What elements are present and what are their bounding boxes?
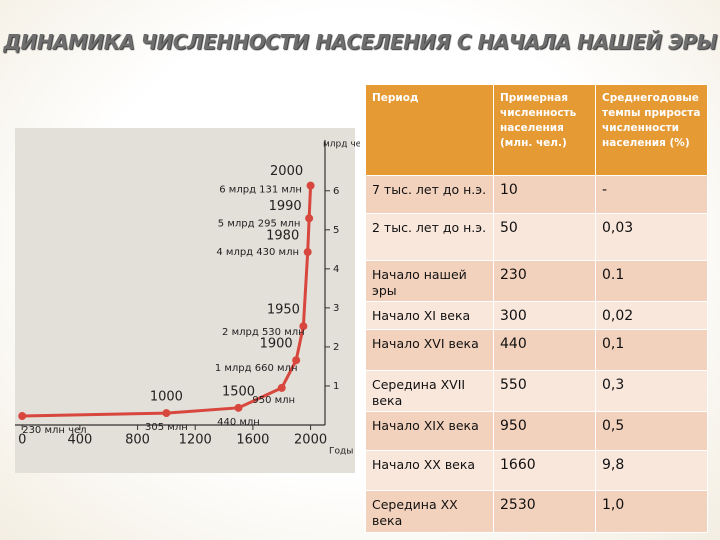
y-tick-label: 1 <box>333 381 339 392</box>
slide-title: ДИНАМИКА ЧИСЛЕННОСТИ НАСЕЛЕНИЯ С НАЧАЛА … <box>3 30 717 54</box>
data-point <box>234 403 243 412</box>
table-row: Начало XVI века 440 0,1 <box>365 329 708 371</box>
table-row: Середина XX века 2530 1,0 <box>365 490 708 533</box>
table-cell: Середина XVII века <box>365 370 494 412</box>
x-tick-label: 1600 <box>236 433 269 448</box>
table-cell: Начало XIX века <box>365 411 494 451</box>
y-tick-label: 6 <box>333 186 339 197</box>
table-cell: 50 <box>493 213 596 261</box>
table-cell: 10 <box>493 175 596 214</box>
x-tick-label: 0 <box>18 433 26 448</box>
x-tick-label: 400 <box>67 433 92 448</box>
data-point <box>18 412 27 421</box>
table-cell: 440 <box>493 329 596 371</box>
table-header: Период Примерная численность населения (м… <box>365 84 708 176</box>
table-row: Середина XVII века 550 0,3 <box>365 370 708 412</box>
table-cell: 7 тыс. лет до н.э. <box>365 175 494 214</box>
value-label: 6 млрд 131 млн <box>219 185 302 196</box>
table-row: Начало XI века 300 0,02 <box>365 301 708 330</box>
y-tick-label: 2 <box>333 342 339 353</box>
data-point <box>305 214 314 223</box>
table-cell: 1660 <box>493 450 596 491</box>
table-cell: Начало нашей эры <box>365 260 494 302</box>
table-cell: 2530 <box>493 490 596 533</box>
data-point <box>306 181 315 190</box>
data-point <box>162 409 171 418</box>
table-cell: - <box>595 175 708 214</box>
year-label: 1950 <box>267 303 300 318</box>
table-row: 7 тыс. лет до н.э. 10- <box>365 175 708 214</box>
x-tick-label: 1200 <box>179 433 212 448</box>
value-label: 1 млрд 660 млн <box>215 363 298 374</box>
table-cell: Середина XX века <box>365 490 494 533</box>
year-label: 1000 <box>150 390 183 405</box>
table-row: Начало нашей эры 230 0.1 <box>365 260 708 302</box>
year-label: 1500 <box>222 384 255 399</box>
chart: 0 400 800 1200 1600 2000 1 2 3 4 5 6 млрд чел. Годы 23… <box>15 128 360 473</box>
table-body: 7 тыс. лет до н.э. 10-2 тыс. лет до н.э. 5… <box>365 175 708 533</box>
value-label: 5 млрд 295 млн <box>218 218 301 229</box>
year-label: 2000 <box>270 164 303 179</box>
value-label: 4 млрд 430 млн <box>216 247 299 258</box>
data-point <box>277 383 286 392</box>
value-label: 2 млрд 530 млн <box>222 327 305 338</box>
data-point <box>292 356 301 365</box>
year-label: 1990 <box>269 199 302 214</box>
y-axis-label: млрд чел. <box>323 140 360 150</box>
table-cell: Начало XVI века <box>365 329 494 371</box>
table-cell: 300 <box>493 301 596 330</box>
table-cell: 950 <box>493 411 596 451</box>
population-table: Период Примерная численность населения (м… <box>365 84 708 533</box>
table-cell: 0,3 <box>595 370 708 412</box>
table-cell: 0,02 <box>595 301 708 330</box>
header-cell: Период <box>365 84 494 176</box>
table-cell: 0,1 <box>595 329 708 371</box>
table-cell: Начало XI века <box>365 301 494 330</box>
table-row: Начало XX века 1660 9,8 <box>365 450 708 491</box>
table-row: 2 тыс. лет до н.э. 50 0,03 <box>365 213 708 261</box>
value-label: 305 млн <box>145 422 188 433</box>
y-tick-label: 4 <box>333 264 339 275</box>
table-cell: Начало XX века <box>365 450 494 491</box>
header-cell: Примерная численность населения (млн. че… <box>493 84 596 176</box>
y-tick-label: 3 <box>333 303 339 314</box>
year-label: 1900 <box>260 337 293 352</box>
value-label: 230 млн чел <box>22 425 86 436</box>
value-label: 950 млн <box>252 395 295 406</box>
x-tick-label: 800 <box>125 433 150 448</box>
table-cell: 550 <box>493 370 596 412</box>
table-cell: 2 тыс. лет до н.э. <box>365 213 494 261</box>
table-cell: 1,0 <box>595 490 708 533</box>
table-cell: 0.1 <box>595 260 708 302</box>
header-cell: Среднегодовые темпы прироста численности… <box>595 84 708 176</box>
table-cell: 0,5 <box>595 411 708 451</box>
y-tick-label: 5 <box>333 225 339 236</box>
x-axis-label: Годы <box>329 447 353 457</box>
data-point <box>299 322 308 331</box>
year-label: 1980 <box>266 229 299 244</box>
table-row: Начало XIX века 950 0,5 <box>365 411 708 451</box>
x-tick-label: 2000 <box>294 433 327 448</box>
table-cell: 230 <box>493 260 596 302</box>
table-cell: 9,8 <box>595 450 708 491</box>
table-cell: 0,03 <box>595 213 708 261</box>
value-label: 440 млн <box>217 417 260 428</box>
data-point <box>303 248 312 257</box>
